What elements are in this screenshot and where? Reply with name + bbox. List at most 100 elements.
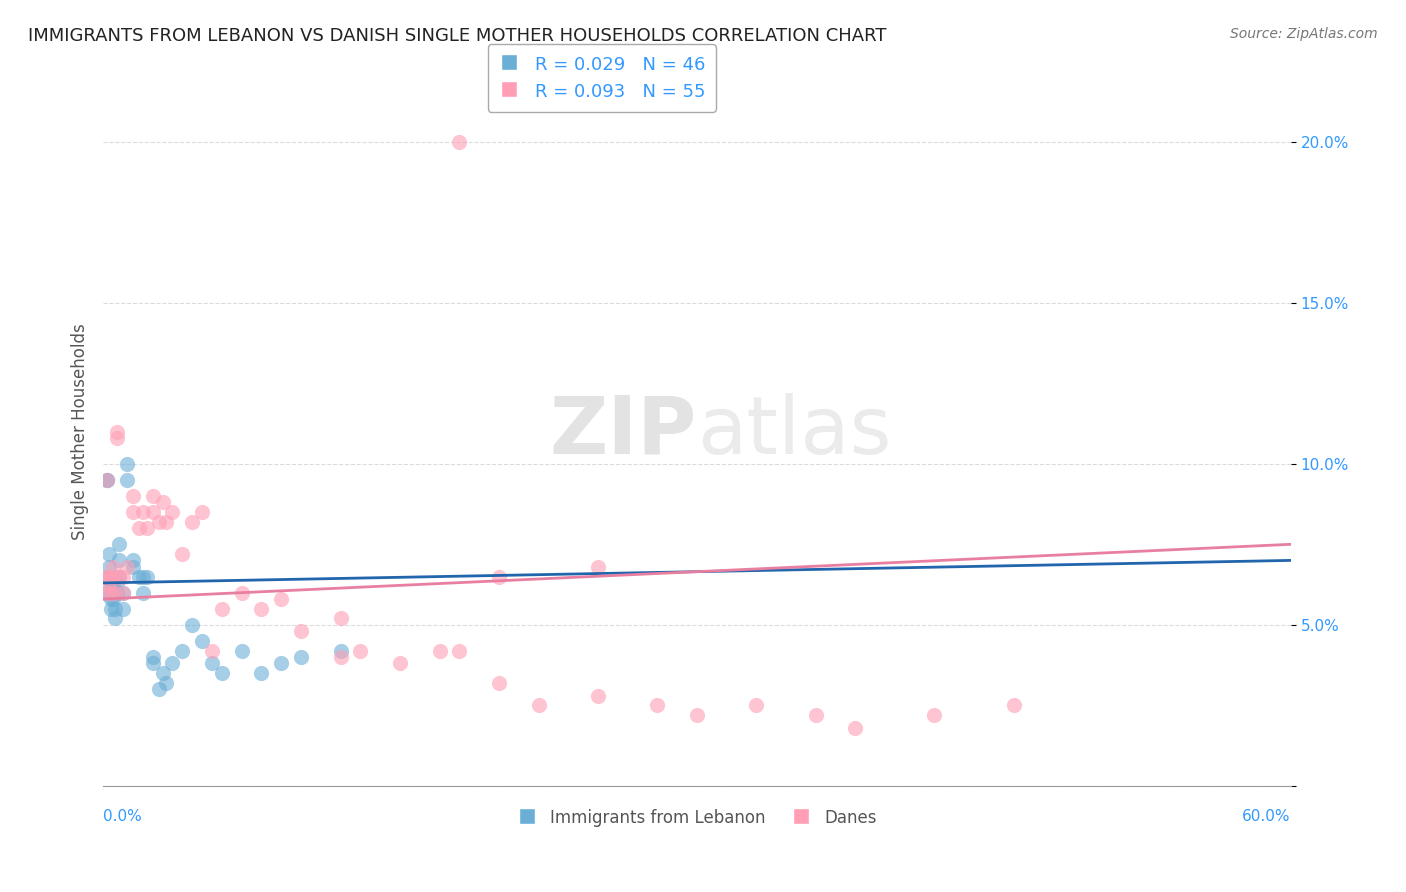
Point xyxy=(201,657,224,671)
Point xyxy=(1002,698,1025,713)
Point xyxy=(142,650,165,665)
Point xyxy=(211,666,233,681)
Point xyxy=(98,569,121,583)
Point xyxy=(94,569,117,583)
Point xyxy=(211,601,233,615)
Y-axis label: Single Mother Households: Single Mother Households xyxy=(72,323,89,540)
Text: atlas: atlas xyxy=(697,392,891,471)
Point xyxy=(231,585,253,599)
Point xyxy=(162,657,184,671)
Point xyxy=(647,698,669,713)
Point xyxy=(98,547,121,561)
Point xyxy=(108,553,131,567)
Point xyxy=(115,473,138,487)
Point xyxy=(488,569,510,583)
Point xyxy=(96,473,118,487)
Point xyxy=(108,537,131,551)
Point xyxy=(155,515,177,529)
Point xyxy=(121,559,143,574)
Point xyxy=(111,585,134,599)
Point xyxy=(132,569,155,583)
Point xyxy=(128,569,150,583)
Point xyxy=(389,657,412,671)
Point xyxy=(128,521,150,535)
Point xyxy=(111,601,134,615)
Point xyxy=(105,425,128,439)
Point xyxy=(924,708,946,723)
Point xyxy=(201,643,224,657)
Point xyxy=(290,650,312,665)
Point xyxy=(290,624,312,639)
Point xyxy=(152,666,174,681)
Point xyxy=(105,431,128,445)
Point xyxy=(100,592,122,607)
Point xyxy=(191,505,214,519)
Point xyxy=(115,559,138,574)
Point xyxy=(135,569,157,583)
Point xyxy=(745,698,768,713)
Point xyxy=(527,698,550,713)
Point xyxy=(105,585,128,599)
Point xyxy=(135,521,157,535)
Point xyxy=(96,585,118,599)
Point xyxy=(121,505,143,519)
Point xyxy=(172,547,194,561)
Point xyxy=(105,576,128,591)
Point xyxy=(115,457,138,471)
Point xyxy=(100,569,122,583)
Point xyxy=(101,569,124,583)
Point xyxy=(100,585,122,599)
Point xyxy=(101,579,124,593)
Point xyxy=(100,576,122,591)
Point xyxy=(250,666,273,681)
Point xyxy=(98,579,121,593)
Point xyxy=(349,643,371,657)
Point xyxy=(100,585,122,599)
Point xyxy=(121,489,143,503)
Point xyxy=(111,585,134,599)
Point xyxy=(250,601,273,615)
Point xyxy=(329,611,352,625)
Point xyxy=(132,585,155,599)
Point xyxy=(270,657,292,671)
Point xyxy=(121,553,143,567)
Point xyxy=(94,585,117,599)
Point xyxy=(449,135,471,149)
Point xyxy=(111,569,134,583)
Point xyxy=(142,657,165,671)
Point xyxy=(329,643,352,657)
Point xyxy=(155,675,177,690)
Point xyxy=(449,643,471,657)
Point xyxy=(152,495,174,509)
Point xyxy=(181,515,204,529)
Point xyxy=(104,585,127,599)
Point xyxy=(104,611,127,625)
Text: 0.0%: 0.0% xyxy=(103,808,142,823)
Point xyxy=(96,473,118,487)
Point xyxy=(132,505,155,519)
Point xyxy=(142,489,165,503)
Point xyxy=(96,473,118,487)
Point xyxy=(181,617,204,632)
Point xyxy=(148,515,170,529)
Point xyxy=(231,643,253,657)
Point xyxy=(148,682,170,697)
Point xyxy=(142,505,165,519)
Point xyxy=(804,708,827,723)
Point xyxy=(101,585,124,599)
Point xyxy=(100,601,122,615)
Point xyxy=(844,721,866,735)
Text: ZIP: ZIP xyxy=(550,392,697,471)
Legend: Immigrants from Lebanon, Danes: Immigrants from Lebanon, Danes xyxy=(510,803,883,834)
Text: IMMIGRANTS FROM LEBANON VS DANISH SINGLE MOTHER HOUSEHOLDS CORRELATION CHART: IMMIGRANTS FROM LEBANON VS DANISH SINGLE… xyxy=(28,27,887,45)
Point xyxy=(101,559,124,574)
Point xyxy=(98,559,121,574)
Point xyxy=(686,708,709,723)
Point xyxy=(104,601,127,615)
Point xyxy=(162,505,184,519)
Point xyxy=(429,643,451,657)
Point xyxy=(101,592,124,607)
Point xyxy=(108,569,131,583)
Point xyxy=(191,633,214,648)
Point xyxy=(270,592,292,607)
